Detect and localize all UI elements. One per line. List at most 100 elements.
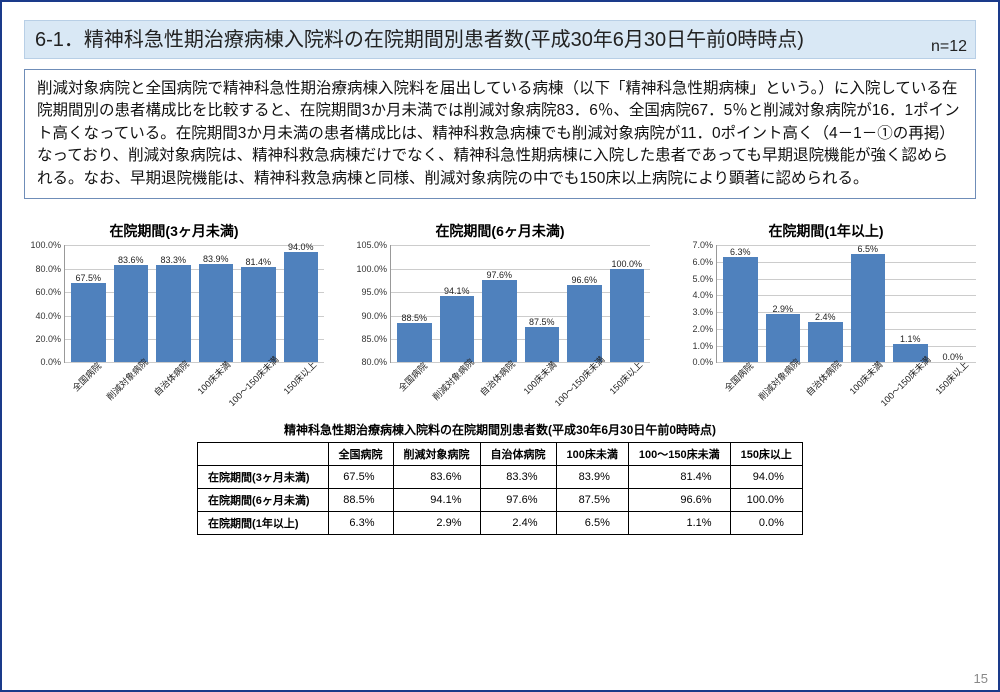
bar <box>808 322 843 362</box>
bars-container: 67.5% 83.6% 83.3% 83.9% 81.4% 94.0% <box>65 245 324 362</box>
table-column-header: 削減対象病院 <box>393 443 480 466</box>
table-cell: 81.4% <box>628 466 730 489</box>
bar-value-label: 83.6% <box>118 255 144 265</box>
bar-slot: 100.0% <box>610 245 645 362</box>
charts-row: 在院期間(3ヶ月未満)0.0%20.0%40.0%60.0%80.0%100.0… <box>24 221 976 419</box>
y-tick-label: 100.0% <box>349 264 387 274</box>
table-row: 在院期間(6ヶ月未満)88.5%94.1%97.6%87.5%96.6%100.… <box>198 489 803 512</box>
x-labels: 全国病院削減対象病院自治体病院100床未満100～150床未満150床以上 <box>390 363 650 419</box>
table-cell: 6.5% <box>556 512 628 535</box>
x-tick-label: 100～150床未満 <box>893 363 928 419</box>
bar-value-label: 6.3% <box>730 247 751 257</box>
bar-slot: 87.5% <box>525 245 560 362</box>
bar-slot: 88.5% <box>397 245 432 362</box>
title-box: 6-1．精神科急性期治療病棟入院料の在院期間別患者数(平成30年6月30日午前0… <box>24 20 976 59</box>
table-row: 在院期間(3ヶ月未満)67.5%83.6%83.3%83.9%81.4%94.0… <box>198 466 803 489</box>
table-cell: 67.5% <box>328 466 393 489</box>
table-column-header: 自治体病院 <box>480 443 556 466</box>
chart-title: 在院期間(3ヶ月未満) <box>24 221 324 241</box>
x-tick-label: 削減対象病院 <box>113 363 148 419</box>
table-cell: 2.9% <box>393 512 480 535</box>
table-cell: 94.0% <box>730 466 802 489</box>
bar <box>525 327 560 362</box>
bar-value-label: 87.5% <box>529 317 555 327</box>
y-tick-label: 80.0% <box>23 264 61 274</box>
x-tick-label: 自治体病院 <box>481 363 516 419</box>
bar <box>723 257 758 362</box>
bar-value-label: 67.5% <box>75 273 101 283</box>
bar-value-label: 81.4% <box>245 257 271 267</box>
bar-slot: 0.0% <box>936 245 971 362</box>
bar-slot: 83.6% <box>114 245 149 362</box>
y-tick-label: 7.0% <box>675 240 713 250</box>
bar-slot: 97.6% <box>482 245 517 362</box>
bar-slot: 6.3% <box>723 245 758 362</box>
bar <box>766 314 801 362</box>
y-tick-label: 3.0% <box>675 307 713 317</box>
chart-plot-area: 80.0%85.0%90.0%95.0%100.0%105.0%88.5%94.… <box>390 245 650 363</box>
table-cell: 1.1% <box>628 512 730 535</box>
x-tick-label: 全国病院 <box>396 363 431 419</box>
table-row: 在院期間(1年以上)6.3%2.9%2.4%6.5%1.1%0.0% <box>198 512 803 535</box>
chart-plot-area: 0.0%20.0%40.0%60.0%80.0%100.0%67.5%83.6%… <box>64 245 324 363</box>
table-cell: 94.1% <box>393 489 480 512</box>
table-cell: 83.3% <box>480 466 556 489</box>
bar-slot: 96.6% <box>567 245 602 362</box>
bar-value-label: 2.9% <box>772 304 793 314</box>
bar-value-label: 6.5% <box>857 244 878 254</box>
page-number: 15 <box>974 671 988 686</box>
page-title: 6-1．精神科急性期治療病棟入院料の在院期間別患者数(平成30年6月30日午前0… <box>35 27 965 54</box>
bar <box>397 323 432 363</box>
bar <box>851 254 886 363</box>
y-tick-label: 100.0% <box>23 240 61 250</box>
bar-slot: 81.4% <box>241 245 276 362</box>
bar <box>156 265 191 362</box>
y-tick-label: 85.0% <box>349 334 387 344</box>
bar-value-label: 88.5% <box>401 313 427 323</box>
description-box: 削減対象病院と全国病院で精神科急性期治療病棟入院料を届出している病棟（以下「精神… <box>24 69 976 199</box>
chart-title: 在院期間(1年以上) <box>676 221 976 241</box>
slide-page: 6-1．精神科急性期治療病棟入院料の在院期間別患者数(平成30年6月30日午前0… <box>0 0 1000 692</box>
x-tick-label: 150床以上 <box>283 363 318 419</box>
table-cell: 6.3% <box>328 512 393 535</box>
bar-value-label: 1.1% <box>900 334 921 344</box>
table-cell: 100.0% <box>730 489 802 512</box>
x-tick-label: 100床未満 <box>198 363 233 419</box>
table-cell: 83.6% <box>393 466 480 489</box>
y-tick-label: 95.0% <box>349 287 387 297</box>
table-row-header: 在院期間(3ヶ月未満) <box>198 466 328 489</box>
chart-cell: 在院期間(6ヶ月未満)80.0%85.0%90.0%95.0%100.0%105… <box>350 221 650 419</box>
table-cell: 88.5% <box>328 489 393 512</box>
bars-container: 6.3% 2.9% 2.4% 6.5% 1.1% 0.0% <box>717 245 976 362</box>
bar-slot: 83.3% <box>156 245 191 362</box>
table-column-header: 全国病院 <box>328 443 393 466</box>
x-tick-label: 削減対象病院 <box>765 363 800 419</box>
table-row-header: 在院期間(1年以上) <box>198 512 328 535</box>
bar-value-label: 94.0% <box>288 242 314 252</box>
y-tick-label: 90.0% <box>349 311 387 321</box>
table-column-header: 100～150床未満 <box>628 443 730 466</box>
y-tick-label: 80.0% <box>349 357 387 367</box>
bar-value-label: 83.3% <box>160 255 186 265</box>
x-tick-label: 100床未満 <box>524 363 559 419</box>
x-tick-label: 100～150床未満 <box>567 363 602 419</box>
y-tick-label: 20.0% <box>23 334 61 344</box>
bars-container: 88.5% 94.1% 97.6% 87.5% 96.6%100.0% <box>391 245 650 362</box>
bar-slot: 83.9% <box>199 245 234 362</box>
x-tick-label: 全国病院 <box>722 363 757 419</box>
table-cell: 97.6% <box>480 489 556 512</box>
bar-value-label: 2.4% <box>815 312 836 322</box>
table-column-header: 100床未満 <box>556 443 628 466</box>
y-tick-label: 6.0% <box>675 257 713 267</box>
x-tick-label: 削減対象病院 <box>439 363 474 419</box>
x-tick-label: 150床以上 <box>935 363 970 419</box>
y-tick-label: 0.0% <box>23 357 61 367</box>
x-labels: 全国病院削減対象病院自治体病院100床未満100～150床未満150床以上 <box>64 363 324 419</box>
y-tick-label: 2.0% <box>675 324 713 334</box>
bar-slot: 2.4% <box>808 245 843 362</box>
x-tick-label: 自治体病院 <box>807 363 842 419</box>
bar-value-label: 94.1% <box>444 286 470 296</box>
x-tick-label: 全国病院 <box>70 363 105 419</box>
bar-slot: 6.5% <box>851 245 886 362</box>
bar <box>114 265 149 363</box>
